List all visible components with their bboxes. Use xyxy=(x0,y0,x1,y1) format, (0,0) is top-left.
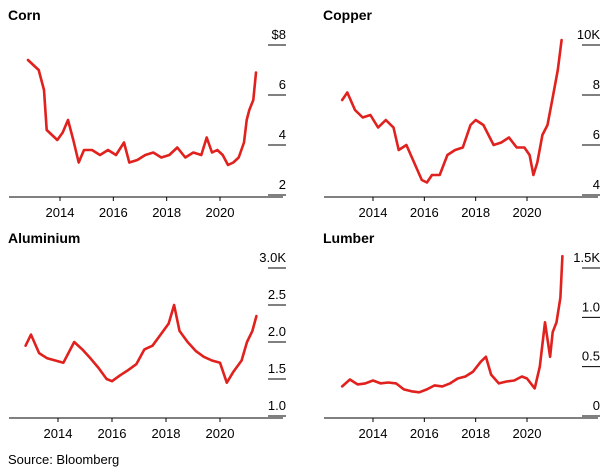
lumber-xtick-label: 2014 xyxy=(359,426,388,441)
aluminium-ytick-label: 1.5 xyxy=(268,361,286,376)
lumber-ytick-label: 1.5K xyxy=(573,250,600,265)
corn-xtick-label: 2014 xyxy=(46,205,75,220)
corn-ytick-label: 4 xyxy=(279,127,286,142)
copper-ytick-label: 4 xyxy=(593,177,600,192)
corn-panel: Corn $8 6 4 2 2014 2016 2018 2020 xyxy=(8,7,286,220)
corn-ytick-label: 2 xyxy=(279,177,286,192)
corn-ytick-label: $8 xyxy=(272,27,286,42)
aluminium-panel: Aluminium 3.0K 2.5 2.0 1.5 1.0 2014 2016 2018 202… xyxy=(8,230,286,441)
copper-title: Copper xyxy=(323,7,373,23)
corn-ytick-label: 6 xyxy=(279,77,286,92)
corn-series-line xyxy=(26,58,258,167)
aluminium-xtick-label: 2020 xyxy=(206,426,235,441)
lumber-xtick-label: 2020 xyxy=(513,426,542,441)
aluminium-xtick-label: 2018 xyxy=(152,426,181,441)
copper-ytick-label: 6 xyxy=(593,127,600,142)
source-note: Source: Bloomberg xyxy=(8,452,120,467)
lumber-xtick-label: 2018 xyxy=(461,426,490,441)
lumber-panel: Lumber 1.5K 1.0 0.5 0 2014 2016 2018 2020 xyxy=(323,230,600,441)
copper-xtick-label: 2020 xyxy=(513,205,542,220)
aluminium-title: Aluminium xyxy=(8,230,80,246)
corn-xtick-label: 2020 xyxy=(206,205,235,220)
aluminium-ytick-label: 3.0K xyxy=(259,250,286,265)
copper-xtick-label: 2016 xyxy=(410,205,439,220)
lumber-ytick-label: 0 xyxy=(593,398,600,413)
copper-panel: Copper 10K 8 6 4 2014 2016 2018 2020 xyxy=(323,7,600,220)
aluminium-ytick-label: 1.0 xyxy=(268,398,286,413)
copper-ytick-label: 8 xyxy=(593,77,600,92)
lumber-xtick-label: 2016 xyxy=(410,426,439,441)
aluminium-xtick-label: 2014 xyxy=(44,426,73,441)
aluminium-ytick-label: 2.0 xyxy=(268,324,286,339)
copper-xtick-label: 2018 xyxy=(461,205,490,220)
aluminium-ytick-label: 2.5 xyxy=(268,287,286,302)
lumber-ytick-label: 1.0 xyxy=(582,299,600,314)
copper-series-line xyxy=(340,38,563,184)
lumber-ytick-label: 0.5 xyxy=(582,349,600,364)
aluminium-xtick-label: 2016 xyxy=(98,426,127,441)
lumber-series-line xyxy=(340,254,564,394)
lumber-title: Lumber xyxy=(323,230,375,246)
copper-ytick-label: 10K xyxy=(577,27,600,42)
corn-title: Corn xyxy=(8,7,41,23)
aluminium-series-line xyxy=(24,303,258,385)
corn-xtick-label: 2016 xyxy=(99,205,128,220)
corn-xtick-label: 2018 xyxy=(152,205,181,220)
copper-xtick-label: 2014 xyxy=(359,205,388,220)
